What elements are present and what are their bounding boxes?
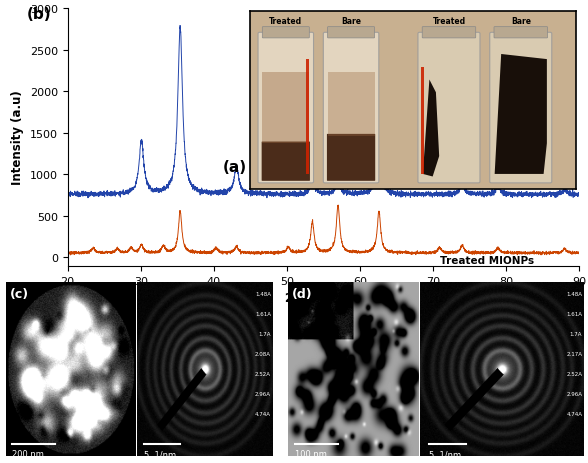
Text: 2.17A: 2.17A (566, 351, 582, 356)
FancyBboxPatch shape (323, 33, 379, 183)
Text: 1.7A: 1.7A (258, 331, 271, 336)
Text: 2.96A: 2.96A (566, 391, 582, 396)
Text: 1.7A: 1.7A (570, 331, 582, 336)
Text: Treated: Treated (432, 17, 466, 25)
Text: 1.48A: 1.48A (566, 291, 582, 296)
Text: Bare: Bare (511, 17, 531, 25)
Text: Treated MIONPs: Treated MIONPs (440, 256, 534, 266)
Text: 2.96A: 2.96A (255, 391, 271, 396)
Text: 2.52A: 2.52A (566, 371, 582, 376)
FancyBboxPatch shape (328, 28, 375, 39)
FancyBboxPatch shape (490, 33, 552, 183)
Bar (306, 60, 309, 175)
Polygon shape (423, 81, 439, 177)
Bar (328, 73, 375, 137)
Bar (421, 68, 425, 175)
Text: 5  1/nm: 5 1/nm (429, 449, 461, 458)
Text: Treated: Treated (269, 17, 302, 25)
Text: 100 nm: 100 nm (295, 449, 326, 458)
Text: 2.52A: 2.52A (255, 371, 271, 376)
X-axis label: 2θ (degree): 2θ (degree) (285, 291, 362, 304)
Text: 200 nm: 200 nm (12, 449, 44, 458)
Text: 2.08A: 2.08A (255, 351, 271, 356)
Text: (a): (a) (223, 159, 248, 174)
Text: Bare: Bare (341, 17, 361, 25)
FancyBboxPatch shape (262, 28, 309, 39)
FancyBboxPatch shape (422, 28, 476, 39)
Text: 4.74A: 4.74A (255, 411, 271, 416)
Text: (c): (c) (10, 288, 29, 300)
FancyBboxPatch shape (494, 28, 547, 39)
Text: 1.61A: 1.61A (255, 311, 271, 316)
Text: (b): (b) (26, 6, 51, 22)
Text: (d): (d) (292, 288, 313, 300)
FancyBboxPatch shape (258, 33, 313, 183)
Text: 1.61A: 1.61A (566, 311, 582, 316)
Text: 5  1/nm: 5 1/nm (144, 449, 176, 458)
Text: Bare MIONPs: Bare MIONPs (440, 177, 517, 188)
Text: 4.74A: 4.74A (566, 411, 582, 416)
Polygon shape (495, 55, 547, 175)
Bar (262, 73, 309, 144)
FancyBboxPatch shape (327, 135, 375, 181)
Y-axis label: Intensity (a.u): Intensity (a.u) (11, 90, 24, 185)
FancyBboxPatch shape (262, 142, 310, 181)
FancyBboxPatch shape (418, 33, 480, 183)
Text: 1.48A: 1.48A (255, 291, 271, 296)
